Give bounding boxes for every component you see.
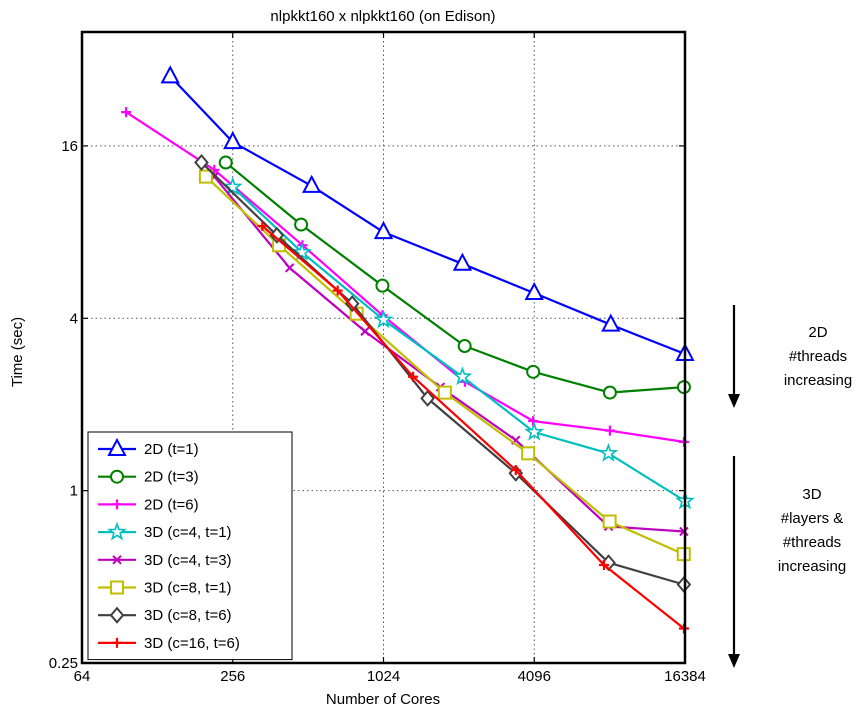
legend-marker: [107, 437, 127, 456]
x-tick-label: 4096: [518, 668, 551, 685]
data-point: [526, 364, 541, 379]
data-point: [598, 442, 619, 462]
data-point: [373, 220, 394, 240]
data-point: [121, 107, 132, 118]
data-point: [292, 241, 312, 261]
legend-marker: [107, 521, 127, 541]
series-line: [261, 225, 685, 630]
data-point: [302, 174, 322, 193]
annotation-1: 2D #threads increasing: [728, 305, 852, 408]
series-8: [257, 221, 689, 634]
annotation-text: increasing: [778, 558, 846, 575]
x-tick-label: 1024: [367, 668, 400, 685]
data-point: [269, 226, 285, 244]
data-point: [408, 371, 419, 382]
legend-item: 3D (c=16, t=6): [98, 635, 240, 652]
x-tick-label: 64: [74, 668, 91, 685]
axis-ticks: 64 256 1024 4096 16384 0.25 1 4 16: [49, 32, 706, 685]
legend-label: 3D (c=4, t=3): [144, 552, 232, 569]
series-1: [160, 65, 695, 362]
y-axis-label: Time (sec): [9, 317, 26, 387]
data-point: [218, 155, 233, 170]
y-tick-label: 0.25: [49, 655, 78, 672]
legend-item: 3D (c=8, t=6): [98, 606, 232, 624]
legend-label: 2D (t=1): [144, 441, 199, 458]
data-point: [452, 366, 473, 386]
legend-label: 3D (c=4, t=1): [144, 524, 232, 541]
legend-item: 3D (c=4, t=3): [98, 552, 232, 569]
chart-title: nlpkkt160 x nlpkkt160 (on Edison): [270, 8, 495, 25]
data-point: [294, 217, 309, 232]
data-point: [360, 326, 370, 337]
data-point: [420, 389, 435, 407]
annotation-text: #threads: [789, 348, 847, 365]
y-tick-label: 16: [61, 138, 78, 155]
data-point: [601, 313, 621, 332]
annotation-arrow-head: [728, 394, 740, 408]
legend-marker: [110, 469, 124, 484]
legend-label: 3D (c=16, t=6): [144, 635, 240, 652]
series-layer: [121, 65, 695, 634]
x-tick-label: 16384: [664, 668, 706, 685]
legend: 2D (t=1) 2D (t=3) 2D (t=6) 3D (c=4, t=1) 3D …: [87, 431, 293, 661]
legend-label: 2D (t=6): [144, 496, 199, 513]
data-point: [521, 446, 536, 461]
legend-marker: [112, 637, 122, 648]
data-point: [223, 130, 243, 150]
y-tick-label: 4: [70, 310, 78, 327]
annotation-text: 2D: [808, 324, 827, 341]
data-point: [524, 421, 545, 441]
annotations: 2D #threads increasing 3D #layers & #threads i…: [728, 305, 852, 668]
x-tick-label: 256: [220, 668, 245, 685]
legend-marker: [112, 555, 122, 565]
annotation-text: #threads: [783, 534, 841, 551]
data-point: [602, 385, 617, 400]
data-point: [332, 285, 343, 296]
y-tick-label: 1: [70, 483, 78, 500]
data-point: [457, 339, 472, 354]
data-point: [604, 425, 615, 436]
data-point: [160, 65, 180, 84]
legend-marker: [109, 606, 125, 624]
data-point: [602, 514, 617, 529]
annotation-text: increasing: [784, 372, 852, 389]
data-point: [375, 278, 390, 293]
data-point: [452, 252, 473, 271]
legend-item: 2D (t=3): [98, 469, 199, 486]
data-point: [222, 176, 243, 196]
data-point: [257, 221, 268, 232]
data-point: [528, 416, 539, 427]
legend-label: 2D (t=3): [144, 469, 199, 486]
annotation-arrow-head: [728, 654, 740, 668]
legend-marker: [112, 499, 122, 510]
legend-box: [87, 431, 293, 661]
annotation-text: #layers &: [781, 510, 844, 527]
legend-item: 3D (c=4, t=1): [98, 521, 232, 541]
legend-label: 3D (c=8, t=1): [144, 580, 232, 597]
data-point: [510, 465, 521, 476]
data-point: [598, 559, 609, 570]
data-point: [284, 263, 295, 273]
series-line: [169, 75, 686, 356]
legend-item: 2D (t=6): [98, 496, 199, 513]
data-point: [194, 153, 209, 172]
data-point: [437, 385, 452, 400]
x-axis-label: Number of Cores: [326, 691, 440, 708]
data-point: [373, 309, 394, 329]
annotation-2: 3D #layers & #threads increasing: [728, 456, 846, 668]
legend-item: 2D (t=1): [98, 437, 199, 458]
data-point: [198, 169, 213, 184]
legend-item: 3D (c=8, t=1): [98, 580, 232, 597]
annotation-text: 3D: [802, 486, 821, 503]
legend-marker: [110, 580, 124, 595]
legend-label: 3D (c=8, t=6): [144, 607, 232, 624]
data-point: [524, 281, 544, 301]
